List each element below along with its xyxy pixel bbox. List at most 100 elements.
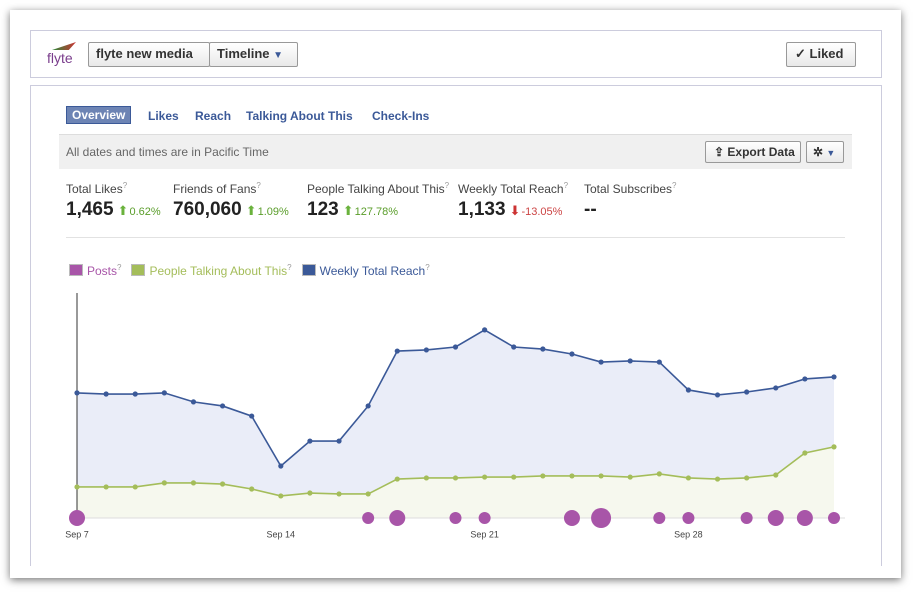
point [802,376,808,382]
stat-value: -- [584,199,597,220]
page-selector[interactable]: flyte new media [88,42,210,67]
help-mark[interactable]: ? [287,263,292,272]
point [365,491,371,497]
point [540,346,546,352]
help-mark[interactable]: ? [672,181,677,190]
legend-item: Posts? [69,263,121,278]
point [685,387,692,393]
export-label: Export Data [727,145,795,159]
timezone-note: All dates and times are in Pacific Time [66,145,269,159]
help-mark[interactable]: ? [117,263,122,272]
point [132,484,138,490]
point [511,474,517,480]
divider [66,237,845,238]
legend-label: Weekly Total Reach [319,264,426,278]
post-bubble [389,510,406,526]
point [394,348,400,354]
post-bubble [682,512,695,524]
stat-label: Friends of Fans? [173,181,261,196]
point [452,475,459,481]
stat-row: -- [584,199,597,221]
stat-row: 1,133 ⬇-13.05% [458,199,562,221]
liked-label: Liked [809,46,844,61]
point [190,480,197,486]
stat-label: Total Subscribes? [584,181,677,196]
help-mark[interactable]: ? [256,181,261,190]
point [773,472,779,478]
stat-row: 760,060 ⬆1.09% [173,199,289,221]
point [249,413,255,419]
point [714,392,721,398]
legend-swatch [301,264,316,276]
post-bubble [591,508,612,528]
point [336,491,342,497]
stat-change: 1.09% [257,206,289,218]
tab[interactable]: Reach [195,109,232,123]
post-bubble [362,512,375,524]
point [249,486,255,492]
dropdown-arrow: ▼ [273,50,284,61]
point [452,344,459,350]
legend-label: People Talking About This [149,264,288,278]
post-bubble [69,510,85,526]
point [423,347,429,353]
settings-button[interactable]: ✲ ▼ [806,141,844,163]
export-button[interactable]: ⇪ Export Data [705,141,801,163]
post-bubble [478,512,491,524]
legend-swatch [69,264,83,276]
point [219,403,226,409]
point [714,476,721,482]
point [627,474,633,480]
tab[interactable]: Check-Ins [372,109,430,123]
tab[interactable]: Likes [148,109,179,123]
logo-mark [52,42,76,50]
view-selector[interactable]: Timeline ▼ [209,42,298,67]
stat-row: 123 ⬆127.78% [307,199,398,221]
legend-item: People Talking About This? [131,263,292,278]
help-mark[interactable]: ? [563,181,569,190]
stat-value: 1,465 [66,199,114,220]
point [336,438,342,444]
x-tick-label: Sep 14 [267,529,296,539]
point [773,385,779,391]
point [569,473,575,479]
post-bubble [449,512,462,524]
point [744,475,750,481]
point [103,391,109,397]
stat-change: 0.62% [129,206,161,218]
liked-button[interactable]: ✓ Liked [786,42,856,67]
help-mark[interactable]: ? [122,181,128,190]
x-tick-label: Sep 21 [470,529,499,539]
point [831,374,837,380]
point [74,390,80,396]
point [569,351,575,357]
help-mark[interactable]: ? [425,263,430,272]
help-mark[interactable]: ? [444,181,450,190]
change-arrow: ⬆ [342,203,354,218]
tab[interactable]: Talking About This [246,109,353,123]
stat-change: 127.78% [354,206,399,218]
area [77,446,834,518]
point [132,391,138,397]
post-bubble [653,512,666,524]
point [307,490,313,496]
point [598,473,604,479]
point [598,359,604,365]
stat-change: -13.05% [521,206,563,218]
stat-row: 1,465 ⬆0.62% [66,199,161,221]
post-bubble [563,510,580,526]
point [307,438,313,444]
area [77,329,834,518]
legend-item: Weekly Total Reach? [301,263,430,278]
stat-label: Weekly Total Reach? [458,181,569,196]
post-bubble [796,510,813,526]
x-tick-label: Sep 28 [674,529,703,539]
tab[interactable]: Overview [66,106,132,124]
stat-value: 1,133 [458,199,506,220]
point [685,475,692,481]
point [744,389,750,395]
stat-label: Total Likes? [66,181,128,196]
point [482,474,488,480]
point [278,493,284,499]
